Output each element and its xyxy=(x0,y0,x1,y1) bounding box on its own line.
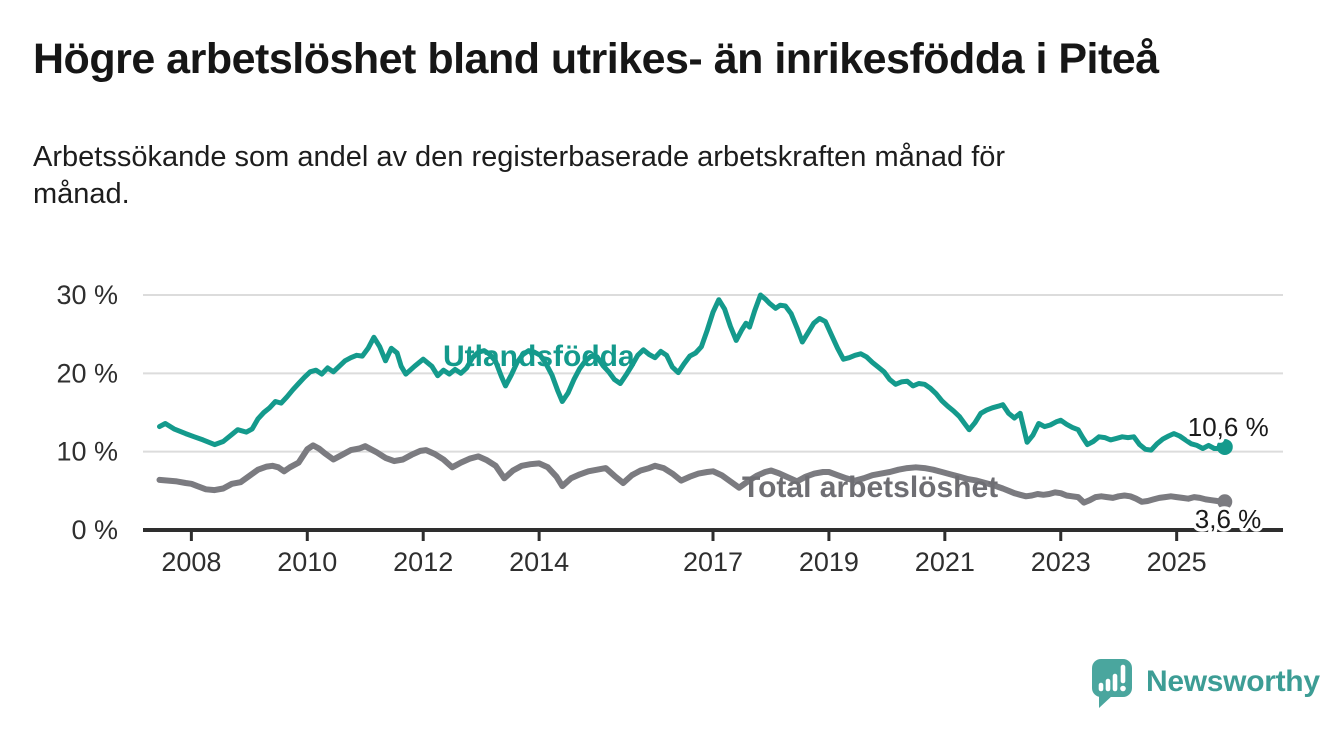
x-tick-label-2012: 2012 xyxy=(393,547,453,577)
x-tick-label-2025: 2025 xyxy=(1147,547,1207,577)
subtitle-line-2: månad. xyxy=(33,178,130,210)
page-subtitle: Arbetssökande som andel av den registerb… xyxy=(33,139,1005,213)
subtitle-line-1: Arbetssökande som andel av den registerb… xyxy=(33,141,1006,173)
brand-name: Newsworthy xyxy=(1146,665,1320,698)
end-value-label-total: 3,6 % xyxy=(1195,504,1262,534)
series-line-utlandsfodda xyxy=(157,292,1228,453)
x-tick-label-2017: 2017 xyxy=(683,547,743,577)
x-tick-label-2010: 2010 xyxy=(277,547,337,577)
series-label-total: Total arbetslöshet xyxy=(742,471,998,504)
end-value-label-utlandsfodda: 10,6 % xyxy=(1188,412,1269,442)
series-end-dot-total xyxy=(1217,494,1233,510)
series-line-total xyxy=(156,442,1228,506)
series-end-dot-utlandsfodda xyxy=(1216,438,1233,455)
series-label-utlandsfodda: Utlandsfödda xyxy=(443,340,635,373)
x-tick-label-2008: 2008 xyxy=(161,547,221,577)
x-tick-label-2023: 2023 xyxy=(1031,547,1091,577)
y-axis-label-0: 0 % xyxy=(71,515,118,545)
y-axis-label-30: 30 % xyxy=(56,280,118,310)
x-tick-label-2019: 2019 xyxy=(799,547,859,577)
page-title: Högre arbetslöshet bland utrikes- än inr… xyxy=(33,35,1159,83)
y-axis-label-10: 10 % xyxy=(56,437,118,467)
newsworthy-logo-icon xyxy=(1092,659,1132,708)
x-tick-label-2021: 2021 xyxy=(915,547,975,577)
y-axis-label-20: 20 % xyxy=(56,358,118,388)
brand-footer: Newsworthy xyxy=(1089,656,1320,710)
x-tick-label-2014: 2014 xyxy=(509,547,569,577)
